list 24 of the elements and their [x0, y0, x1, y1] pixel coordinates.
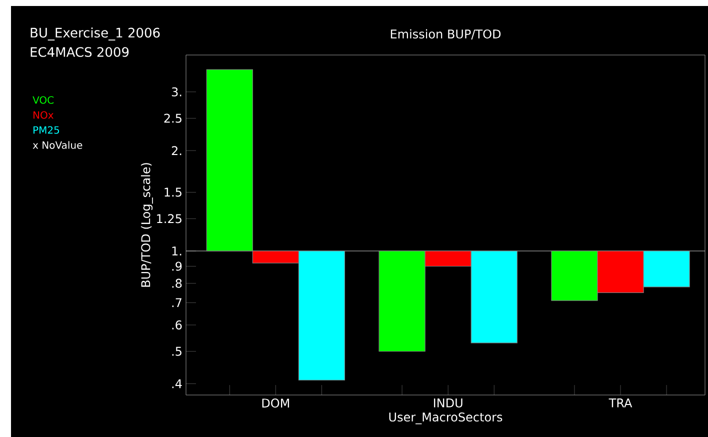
y-tick-label: 3. — [172, 87, 182, 96]
x-axis-title: User_MacroSectors — [389, 412, 502, 424]
y-tick-label: 2. — [172, 146, 182, 156]
chart-title: Emission BUP/TOD — [390, 29, 501, 40]
y-tick-label: .8 — [172, 278, 182, 288]
text: NOx — [34, 111, 54, 119]
x-tick-label: DOM — [262, 398, 290, 408]
text: PM25 — [34, 126, 60, 134]
y-tick-label: 1. — [172, 246, 182, 256]
y-tick-label: .6 — [172, 320, 182, 330]
text: BU_Exercise_1 2006 — [30, 28, 160, 40]
text: EC4MACS 2009 — [30, 47, 129, 57]
y-tick-label: .4 — [172, 379, 182, 388]
y-tick-label: .7 — [172, 298, 182, 308]
y-tick-label: .9 — [172, 262, 182, 271]
y-tick-label: 1.5 — [164, 188, 182, 197]
y-axis-title: BUP/TOD (Log_scale) — [140, 163, 153, 287]
x-tick-label: TRA — [608, 398, 632, 408]
y-tick-label: 1.25 — [157, 214, 182, 224]
x-tick-label: INDU — [434, 398, 462, 408]
text: VOC — [32, 96, 54, 104]
y-tick-label: 2.5 — [164, 114, 182, 123]
text: x NoValue — [32, 141, 82, 149]
y-tick-label: .5 — [172, 346, 182, 356]
